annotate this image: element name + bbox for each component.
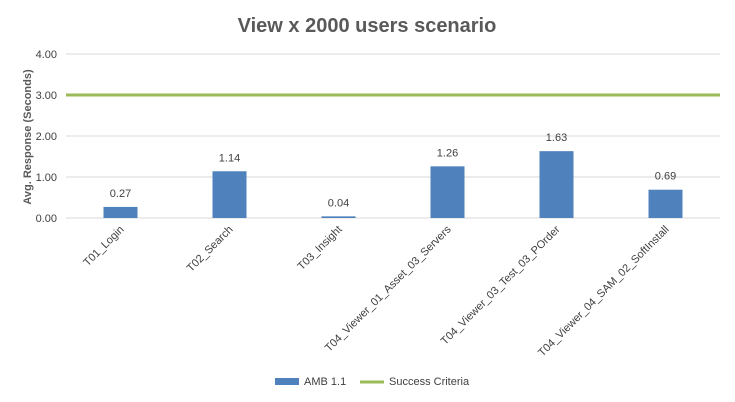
- legend-label-amb: AMB 1.1: [304, 376, 346, 388]
- y-axis-label: Avg. Response (Seconds): [22, 69, 34, 205]
- bar: [539, 151, 574, 218]
- x-tick-labels: T01_Login T02_Search T03_InsightT04_Viewer…: [81, 223, 671, 359]
- x-tick-label: T04_Viewer_03_Test_03_POrder: [439, 223, 563, 347]
- grid-lines: [66, 53, 720, 219]
- legend-swatch-amb: [275, 378, 299, 385]
- bar: [648, 189, 683, 218]
- y-tick-label: 2.00: [36, 131, 57, 143]
- data-labels: 0.27 1.14 0.04 1.26 1.63 0.69: [110, 132, 676, 209]
- data-label: 1.14: [219, 152, 240, 164]
- x-tick-label: T01_Login: [81, 224, 126, 269]
- x-tick-label: T04_Viewer_01_Asset_03_Servers: [323, 223, 454, 354]
- bar: [430, 166, 465, 218]
- data-label: 1.26: [437, 147, 458, 159]
- bars: [103, 151, 683, 218]
- legend: AMB 1.1 Success Criteria: [275, 376, 470, 388]
- bar: [103, 206, 138, 218]
- data-label: 1.63: [546, 132, 567, 144]
- x-tick-label: T03_Insight: [295, 224, 344, 273]
- data-label: 0.27: [110, 188, 131, 200]
- y-tick-labels: 0.00 1.00 2.00 3.00 4.00: [36, 49, 57, 225]
- y-tick-label: 1.00: [36, 172, 57, 184]
- legend-label-success: Success Criteria: [389, 376, 470, 388]
- chart-title: View x 2000 users scenario: [238, 15, 497, 37]
- bar: [321, 216, 356, 218]
- bar: [212, 171, 247, 218]
- data-label: 0.04: [328, 197, 349, 209]
- x-tick-label: T04_Viewer_04_SAM_02_SoftInstall: [536, 224, 671, 359]
- data-label: 0.69: [655, 171, 676, 183]
- y-tick-label: 4.00: [36, 49, 57, 61]
- x-tick-label: T02_Search: [185, 224, 236, 275]
- y-tick-label: 3.00: [36, 90, 57, 102]
- y-tick-label: 0.00: [36, 213, 57, 225]
